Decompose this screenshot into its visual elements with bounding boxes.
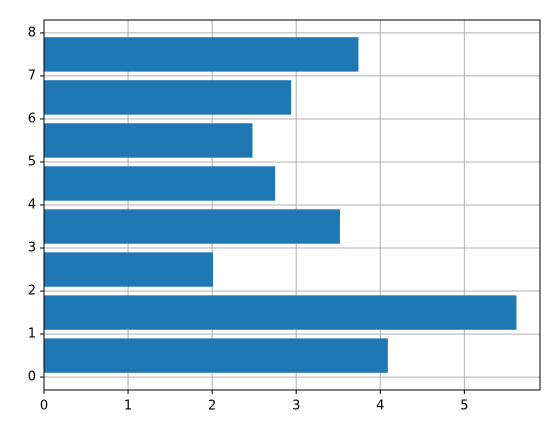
- y-tick-label: 0: [28, 370, 36, 385]
- bar: [44, 252, 213, 287]
- x-tick-label: 5: [460, 399, 468, 414]
- y-tick-label: 3: [28, 241, 36, 256]
- bar: [44, 166, 276, 201]
- y-tick-label: 4: [28, 198, 36, 213]
- bar: [44, 80, 292, 115]
- y-tick-label: 6: [28, 111, 36, 126]
- plot-frame: [43, 19, 541, 391]
- bar: [44, 123, 253, 158]
- x-tick-label: 0: [40, 399, 48, 414]
- x-tick-label: 3: [292, 399, 300, 414]
- bar: [44, 338, 388, 373]
- y-tick-label: 7: [28, 68, 36, 83]
- bar: [44, 37, 359, 72]
- bar: [44, 209, 340, 244]
- x-tick-label: 2: [208, 399, 216, 414]
- y-tick-label: 2: [28, 284, 36, 299]
- y-tick-label: 5: [28, 154, 36, 169]
- x-tick-label: 4: [376, 399, 384, 414]
- y-tick-label: 1: [28, 327, 36, 342]
- y-tick-label: 8: [28, 25, 36, 40]
- bar: [44, 295, 517, 330]
- x-tick-label: 1: [124, 399, 132, 414]
